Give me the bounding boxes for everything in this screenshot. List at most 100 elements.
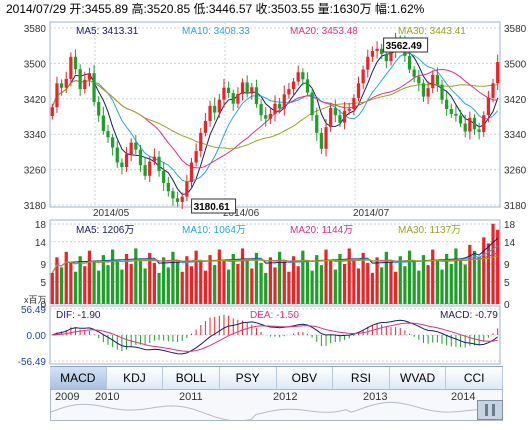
volume-bar	[226, 269, 231, 304]
volume-bar	[366, 262, 370, 304]
candle-body	[166, 182, 170, 192]
navigator-year-label: 2013	[363, 391, 388, 403]
volume-bar	[203, 270, 208, 304]
volume-legend-item: MA10: 1064万	[182, 225, 246, 236]
candle-body	[171, 191, 175, 199]
volume-bar	[431, 249, 435, 304]
navigator-handle[interactable]	[477, 400, 503, 420]
date-axis-label: 2014/06	[223, 208, 260, 219]
volume-bar	[138, 258, 143, 304]
candle-body	[282, 94, 286, 109]
candle-body	[477, 129, 481, 132]
volume-bar	[148, 252, 152, 304]
volume-bar	[69, 261, 73, 304]
tab-obv[interactable]: OBV	[277, 367, 334, 389]
volume-bar	[375, 257, 379, 304]
candle-body	[366, 56, 370, 70]
volume-bar	[264, 272, 268, 304]
volume-bar	[496, 229, 500, 304]
tab-macd[interactable]: MACD	[50, 367, 107, 389]
price-axis-label-right: 3260	[504, 166, 527, 177]
volume-bar	[175, 261, 180, 304]
candle-body	[305, 79, 310, 93]
candle-body	[315, 115, 319, 133]
volume-bar	[73, 271, 78, 304]
candle-body	[431, 74, 435, 89]
candle-body	[491, 83, 495, 98]
volume-bar	[393, 271, 398, 304]
dif-line	[52, 319, 498, 355]
price-axis-label-right: 3420	[504, 95, 527, 106]
candle-body	[115, 147, 119, 163]
volume-axis-label-left: 14	[35, 238, 47, 249]
volume-bar	[398, 256, 402, 304]
macd-axis-label: -56.49	[18, 357, 47, 366]
candle-body	[203, 120, 208, 133]
candle-body	[375, 48, 379, 52]
volume-bar	[120, 269, 124, 304]
volume-bar	[356, 268, 361, 304]
volume-bar	[291, 256, 296, 304]
dea-line	[52, 322, 498, 352]
volume-axis-label-right: 9	[504, 260, 510, 271]
volume-bar	[55, 257, 59, 304]
candle-body	[435, 74, 439, 85]
tab-psy[interactable]: PSY	[220, 367, 277, 389]
volume-bar	[194, 250, 198, 304]
volume-bar	[78, 256, 82, 304]
volume-bar	[180, 271, 184, 304]
price-axis-label-left: 3420	[24, 95, 47, 106]
volume-bar	[213, 265, 217, 304]
candle-body	[458, 115, 463, 124]
candle-body	[291, 81, 296, 90]
candle-body	[83, 79, 87, 90]
candle-body	[175, 198, 180, 202]
candle-body	[449, 108, 453, 114]
volume-bar	[278, 251, 282, 304]
volume-bar	[338, 254, 342, 304]
volume-bar	[208, 255, 212, 304]
tab-wvad[interactable]: WVAD	[390, 367, 447, 389]
volume-bar	[162, 257, 166, 304]
candle-body	[296, 72, 300, 82]
volume-bar	[486, 243, 491, 304]
candle-body	[273, 103, 277, 114]
tab-cci[interactable]: CCI	[446, 367, 503, 389]
price-axis-label-left: 3500	[24, 59, 47, 70]
price-legend-item: MA20: 3453.48	[290, 26, 358, 37]
volume-bar	[412, 260, 416, 304]
tab-boll[interactable]: BOLL	[163, 367, 220, 389]
candle-body	[347, 108, 351, 111]
candle-body	[231, 93, 235, 104]
navigator-year-label: 2009	[55, 391, 80, 403]
candle-body	[157, 156, 161, 171]
volume-bar	[236, 264, 240, 304]
candle-body	[454, 113, 458, 116]
volume-bar	[435, 259, 439, 304]
volume-ma-line	[51, 255, 498, 274]
volume-bar	[361, 252, 365, 304]
tab-rsi[interactable]: RSI	[333, 367, 390, 389]
candle-body	[59, 83, 64, 88]
high-callout-label: 3562.49	[386, 41, 423, 52]
volume-bar	[426, 265, 430, 304]
candle-body	[208, 105, 212, 121]
volume-bar	[185, 256, 189, 304]
navigator-sparkline	[51, 401, 502, 420]
volume-bar	[64, 251, 68, 304]
candle-body	[352, 97, 356, 109]
macd-legend-dea: DEA: -1.50	[250, 310, 299, 321]
timeline-navigator[interactable]: 2009 2010 2011 2012 2013 2014	[50, 389, 503, 421]
navigator-year-label: 2011	[179, 391, 203, 403]
volume-bar	[296, 266, 300, 304]
volume-bar	[259, 262, 263, 304]
candle-body	[185, 181, 189, 197]
volume-bar	[370, 272, 375, 304]
volume-bar	[250, 268, 254, 304]
tab-kdj[interactable]: KDJ	[107, 367, 164, 389]
candle-body	[287, 89, 291, 95]
volume-bar	[407, 250, 412, 304]
candle-body	[259, 104, 263, 116]
volume-bar	[189, 266, 194, 304]
price-axis-label-left: 3180	[24, 201, 47, 212]
